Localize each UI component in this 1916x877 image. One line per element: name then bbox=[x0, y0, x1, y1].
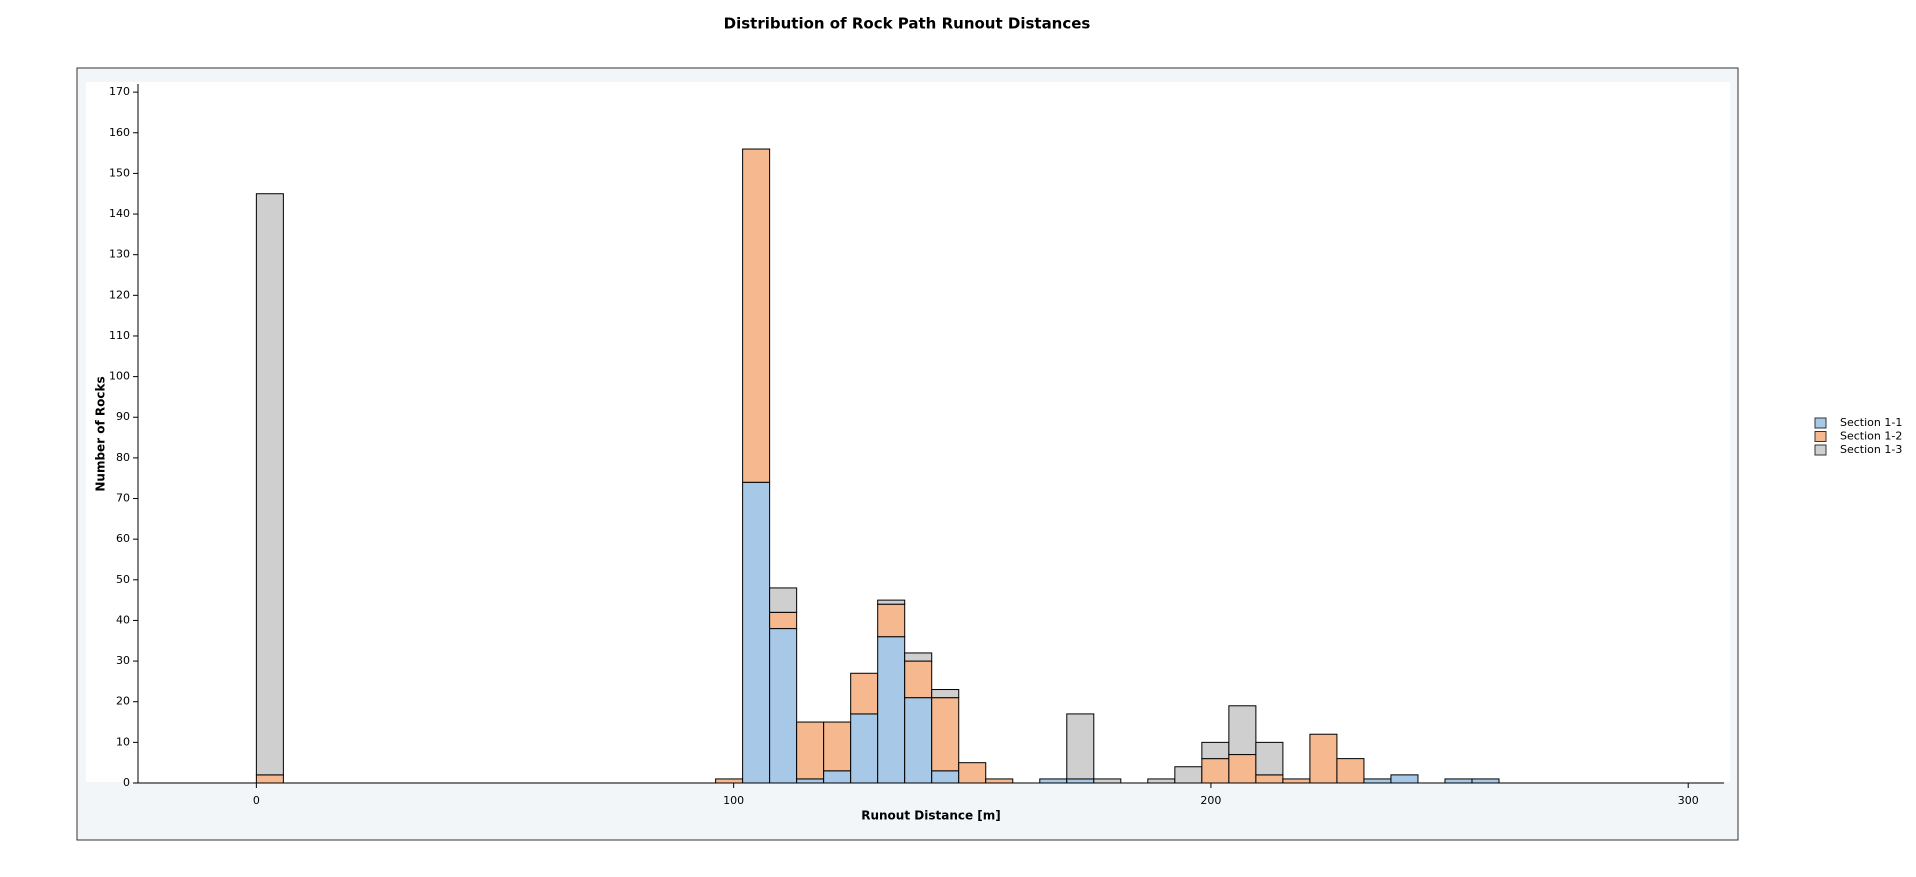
bar-segment bbox=[1282, 778, 1311, 784]
x-tick-label: 100 bbox=[723, 794, 744, 807]
legend-label: Section 1-3 bbox=[1840, 443, 1902, 456]
bar-segment bbox=[1093, 778, 1122, 784]
y-tick-label: 120 bbox=[109, 288, 130, 301]
y-tick-label: 100 bbox=[109, 370, 130, 383]
chart-title: Distribution of Rock Path Runout Distanc… bbox=[724, 15, 1091, 33]
x-tick-label: 200 bbox=[1200, 794, 1221, 807]
bar-segment bbox=[1066, 778, 1095, 784]
bar-segment bbox=[904, 697, 933, 784]
bar-segment bbox=[742, 148, 771, 483]
bar-segment bbox=[931, 689, 960, 699]
bar-segment bbox=[796, 778, 825, 784]
bar-segment bbox=[1174, 766, 1203, 784]
bar-segment bbox=[715, 778, 744, 784]
bar-segment bbox=[931, 697, 960, 772]
legend-swatch bbox=[1814, 444, 1827, 456]
bar-segment bbox=[1228, 705, 1257, 756]
legend-swatch bbox=[1814, 417, 1827, 429]
bar-segment bbox=[985, 778, 1014, 784]
y-tick-label: 50 bbox=[116, 573, 130, 586]
y-tick-label: 80 bbox=[116, 451, 130, 464]
bar-segment bbox=[1309, 733, 1338, 784]
y-tick-label: 150 bbox=[109, 166, 130, 179]
bar-segment bbox=[769, 611, 798, 630]
y-tick-label: 60 bbox=[116, 532, 130, 545]
bar-segment bbox=[904, 660, 933, 699]
y-tick-label: 30 bbox=[116, 654, 130, 667]
y-tick-label: 90 bbox=[116, 410, 130, 423]
bar-segment bbox=[958, 762, 987, 784]
bar-segment bbox=[1066, 713, 1095, 780]
bar-segment bbox=[823, 770, 852, 784]
y-tick-label: 70 bbox=[116, 492, 130, 505]
bar-segment bbox=[255, 193, 284, 776]
bar-segment bbox=[769, 587, 798, 613]
bar-segment bbox=[1390, 774, 1419, 784]
bar-segment bbox=[877, 636, 906, 784]
bar-segment bbox=[255, 774, 284, 784]
y-tick-label: 110 bbox=[109, 329, 130, 342]
bar-segment bbox=[1147, 778, 1176, 784]
y-axis-label: Number of Rocks bbox=[94, 376, 108, 491]
x-tick-label: 0 bbox=[253, 794, 260, 807]
bar-segment bbox=[1255, 741, 1284, 776]
y-tick-label: 40 bbox=[116, 613, 130, 626]
bar-segment bbox=[850, 713, 879, 784]
bar-segment bbox=[1039, 778, 1068, 784]
y-tick-label: 130 bbox=[109, 248, 130, 261]
bar-segment bbox=[1201, 758, 1230, 784]
bar-segment bbox=[877, 603, 906, 638]
x-axis-label: Runout Distance [m] bbox=[861, 809, 1001, 823]
y-tick-label: 160 bbox=[109, 126, 130, 139]
bar-segment bbox=[823, 721, 852, 772]
y-tick-label: 10 bbox=[116, 735, 130, 748]
bar-segment bbox=[877, 599, 906, 605]
bar-segment bbox=[1336, 758, 1365, 784]
bar-segment bbox=[1228, 754, 1257, 784]
x-tick-label: 300 bbox=[1678, 794, 1699, 807]
bar-segment bbox=[769, 628, 798, 784]
bar-segment bbox=[1444, 778, 1473, 784]
bar-segment bbox=[1363, 778, 1392, 784]
bar-segment bbox=[1201, 741, 1230, 760]
bar-segment bbox=[850, 672, 879, 715]
legend-label: Section 1-2 bbox=[1840, 430, 1902, 443]
bar-segment bbox=[796, 721, 825, 780]
y-tick-label: 140 bbox=[109, 207, 130, 220]
bar-segment bbox=[931, 770, 960, 784]
y-tick-label: 20 bbox=[116, 695, 130, 708]
bar-segment bbox=[1471, 778, 1500, 784]
bar-segment bbox=[1255, 774, 1284, 784]
bar-segment bbox=[904, 652, 933, 662]
y-tick-label: 170 bbox=[109, 85, 130, 98]
y-tick-label: 0 bbox=[123, 776, 130, 789]
legend-swatch bbox=[1814, 431, 1827, 442]
bar-segment bbox=[742, 481, 771, 784]
legend-label: Section 1-1 bbox=[1840, 416, 1902, 429]
